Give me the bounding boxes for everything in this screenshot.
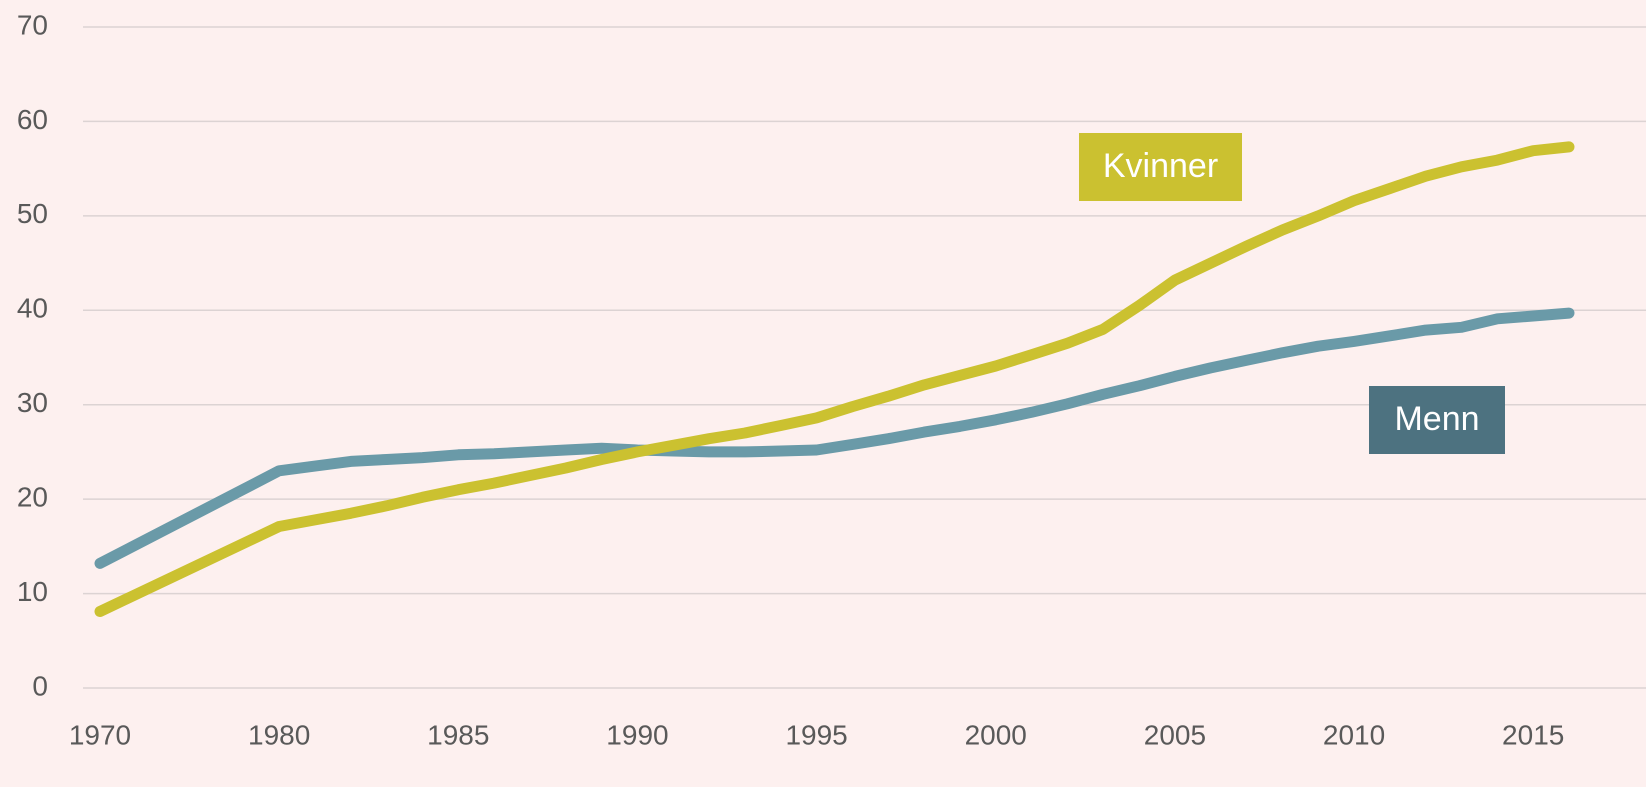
x-tick-label: 1985 xyxy=(427,719,489,750)
y-tick-label: 20 xyxy=(17,482,48,513)
x-tick-label: 2005 xyxy=(1144,719,1206,750)
x-tick-label: 2010 xyxy=(1323,719,1385,750)
y-tick-label: 50 xyxy=(17,198,48,229)
x-tick-label: 1990 xyxy=(606,719,668,750)
y-tick-label: 10 xyxy=(17,576,48,607)
x-tick-label: 1970 xyxy=(69,719,131,750)
x-tick-label: 2000 xyxy=(965,719,1027,750)
series-label-box xyxy=(1079,133,1242,201)
series-label: Kvinner xyxy=(1103,147,1218,185)
y-tick-label: 70 xyxy=(17,9,48,40)
x-tick-label: 1980 xyxy=(248,719,310,750)
x-tick-label: 2015 xyxy=(1502,719,1564,750)
x-tick-label: 1995 xyxy=(785,719,847,750)
series-label-box xyxy=(1369,386,1505,454)
series-label: Menn xyxy=(1394,400,1479,438)
y-tick-label: 30 xyxy=(17,387,48,418)
y-tick-label: 40 xyxy=(17,293,48,324)
y-tick-label: 0 xyxy=(32,670,48,701)
series-line xyxy=(94,307,1575,569)
y-tick-label: 60 xyxy=(17,104,48,135)
series-line xyxy=(94,141,1575,617)
